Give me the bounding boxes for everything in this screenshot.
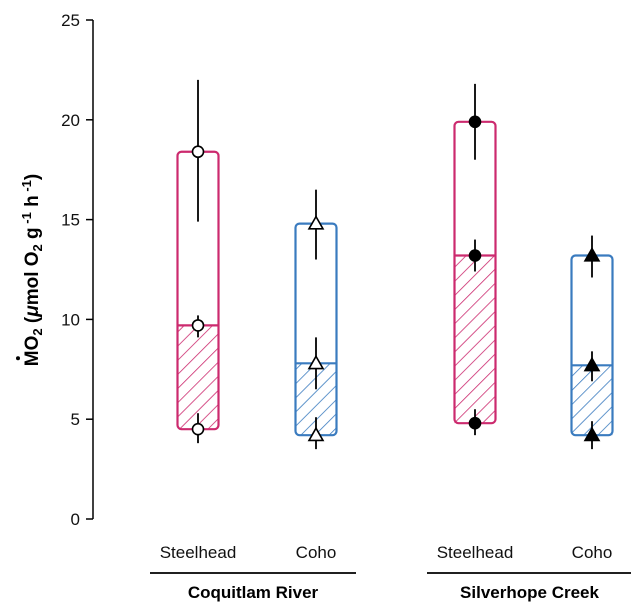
category-label: Coho xyxy=(572,543,613,562)
y-tick-label: 0 xyxy=(71,510,80,529)
y-tick-label: 5 xyxy=(71,410,80,429)
mo2-dot xyxy=(16,356,20,361)
plot-area xyxy=(176,79,614,450)
hatched-segment xyxy=(454,255,496,424)
category-label: Steelhead xyxy=(160,543,237,562)
routine-point xyxy=(307,354,325,370)
hatched-segment xyxy=(177,325,219,430)
floor-point xyxy=(307,426,325,442)
max-point xyxy=(583,246,601,262)
group-label: Coquitlam River xyxy=(188,583,319,602)
box-coquitlam-river-steelhead xyxy=(176,79,220,444)
max-point xyxy=(468,115,482,129)
box-coquitlam-river-coho xyxy=(294,189,338,450)
box-silverhope-creek-steelhead xyxy=(453,83,497,436)
y-tick-label: 15 xyxy=(61,211,80,230)
max-point xyxy=(307,214,325,230)
box-silverhope-creek-coho xyxy=(570,235,614,450)
y-axis: 0 5 10 15 20 25 xyxy=(61,11,94,529)
routine-point xyxy=(191,319,205,332)
y-tick-label: 20 xyxy=(61,111,80,130)
y-tick-label: 25 xyxy=(61,11,80,30)
x-axis-labels: Steelhead Coho Coquitlam River Steelhead Coh… xyxy=(150,543,631,602)
max-point xyxy=(191,145,205,159)
y-axis-title: MO2 (μmol O2 g -1 h -1) xyxy=(19,174,45,366)
group-label: Silverhope Creek xyxy=(460,583,599,602)
category-label: Coho xyxy=(296,543,337,562)
floor-point xyxy=(583,426,601,442)
floor-point xyxy=(191,422,205,436)
routine-point xyxy=(583,356,601,372)
y-tick-label: 10 xyxy=(61,310,80,329)
floor-point xyxy=(468,416,482,430)
routine-point xyxy=(468,249,482,262)
category-label: Steelhead xyxy=(437,543,514,562)
